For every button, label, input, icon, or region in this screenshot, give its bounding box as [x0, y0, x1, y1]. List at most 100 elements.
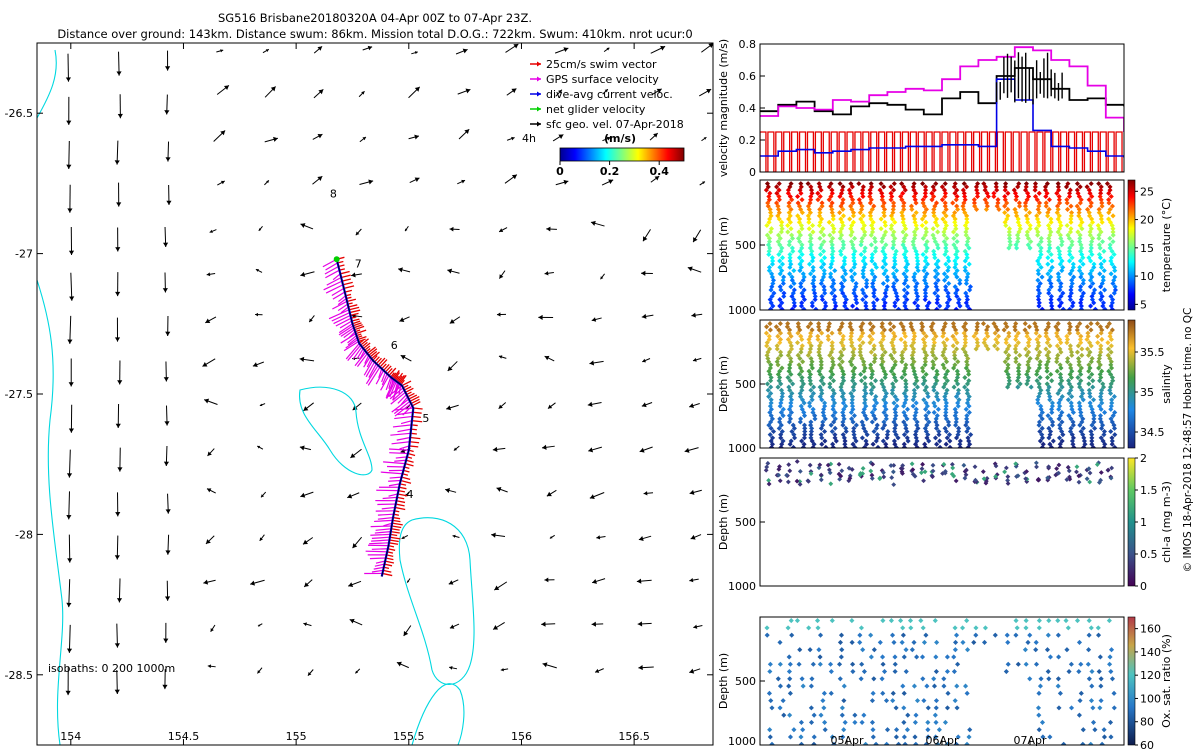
- salt-point: [1045, 324, 1051, 330]
- gps-surface-velocity-vector: [388, 479, 401, 482]
- temp-point: [826, 219, 832, 225]
- salt-point: [902, 333, 908, 339]
- salt-point: [1048, 371, 1054, 377]
- oxy-point: [914, 698, 921, 704]
- oxy-point: [892, 661, 898, 667]
- temp-point: [798, 222, 805, 229]
- chla-point: [1013, 461, 1019, 467]
- surface-velocity-arrowhead: [462, 48, 468, 54]
- temp-point: [812, 293, 818, 299]
- salt-point: [839, 359, 845, 365]
- oxy-point: [1027, 632, 1033, 638]
- salt-point: [913, 406, 919, 412]
- salt-point: [903, 451, 908, 456]
- temp-point: [858, 251, 864, 258]
- depth-axis-label: Depth (m): [717, 356, 730, 412]
- temp-point: [967, 306, 973, 310]
- oxy-point: [764, 632, 770, 638]
- oxy-point: [841, 727, 847, 733]
- temp-point: [1039, 274, 1045, 280]
- salt-point: [1065, 355, 1071, 362]
- temp-point: [829, 284, 835, 290]
- gps-surface-velocity-vector: [352, 346, 363, 360]
- oxy-point: [839, 647, 845, 653]
- salt-point: [818, 425, 824, 431]
- temp-point: [1066, 193, 1073, 200]
- chla-point: [980, 469, 986, 475]
- salt-point: [808, 428, 815, 435]
- velocity-panel: 00.20.40.60.8 velocity magnitude (m/s): [717, 38, 1125, 179]
- salt-point: [807, 403, 813, 409]
- temp-point: [840, 264, 846, 270]
- salt-point: [1088, 343, 1094, 349]
- surface-velocity-arrowhead: [498, 404, 503, 409]
- temp-point: [798, 284, 804, 290]
- salt-point: [857, 346, 863, 352]
- oxy-point: [849, 618, 855, 624]
- salt-point: [926, 438, 932, 444]
- swim-vector: [370, 351, 380, 360]
- oxy-point: [852, 719, 858, 725]
- salt-point: [923, 371, 929, 377]
- day-marker: 7: [355, 258, 362, 271]
- salt-point: [816, 321, 822, 327]
- oxy-point: [933, 698, 940, 704]
- oxy-point: [964, 618, 970, 624]
- temp-point: [944, 300, 950, 306]
- salt-point: [802, 425, 808, 431]
- salt-point: [825, 327, 831, 333]
- oxy-point: [1025, 639, 1031, 645]
- salt-point: [913, 400, 919, 406]
- surface-velocity-arrowhead: [117, 380, 123, 385]
- temp-point: [1056, 197, 1062, 203]
- salt-point: [1068, 403, 1075, 409]
- legend-swatch-head: [537, 121, 541, 127]
- temp-point: [1048, 251, 1054, 258]
- temp-point: [942, 193, 948, 200]
- salt-point: [1100, 384, 1107, 390]
- surface-velocity-arrowhead: [114, 689, 120, 694]
- temp-point: [857, 210, 863, 216]
- surface-velocity-arrowhead: [745, 273, 748, 276]
- temp-point: [818, 187, 824, 193]
- temp-point: [874, 297, 880, 303]
- oxy-point: [893, 705, 899, 711]
- salt-point: [800, 359, 806, 365]
- temp-point: [859, 203, 865, 209]
- temp-point: [1090, 309, 1096, 310]
- temp-point: [881, 213, 887, 219]
- swim-vector: [399, 374, 407, 385]
- salt-point: [919, 327, 925, 333]
- surface-velocity-arrowhead: [165, 331, 171, 336]
- gps-surface-velocity-vector: [325, 262, 338, 271]
- temp-point: [920, 197, 926, 203]
- glider-track-line: [336, 259, 414, 577]
- temp-point: [879, 193, 885, 200]
- chla-point: [797, 481, 803, 487]
- oxy-point: [992, 632, 998, 638]
- oxy-point: [785, 625, 791, 631]
- temp-point: [830, 255, 836, 261]
- chla-point: [839, 468, 845, 474]
- swim-vector: [398, 489, 406, 493]
- salt-point: [914, 384, 921, 390]
- salt-point: [1080, 451, 1085, 456]
- chla-point: [950, 465, 956, 471]
- temp-point: [1002, 184, 1008, 190]
- surface-velocity-vector: [740, 624, 751, 625]
- salt-point: [936, 432, 942, 438]
- temp-point: [1039, 306, 1045, 310]
- surface-velocity-arrowhead: [355, 670, 359, 674]
- salt-point: [933, 355, 939, 362]
- salt-point: [1074, 349, 1081, 355]
- salt-point: [831, 419, 837, 425]
- surface-velocity-arrowhead: [641, 313, 647, 319]
- oxy-point: [908, 625, 914, 631]
- swim-vector: [413, 407, 423, 410]
- salt-point: [1050, 422, 1056, 428]
- temp-point: [1060, 306, 1066, 310]
- salt-point: [955, 371, 961, 377]
- chla-point: [888, 463, 894, 468]
- time-tick-label: 07Apr: [1013, 734, 1047, 747]
- salt-point: [785, 321, 791, 327]
